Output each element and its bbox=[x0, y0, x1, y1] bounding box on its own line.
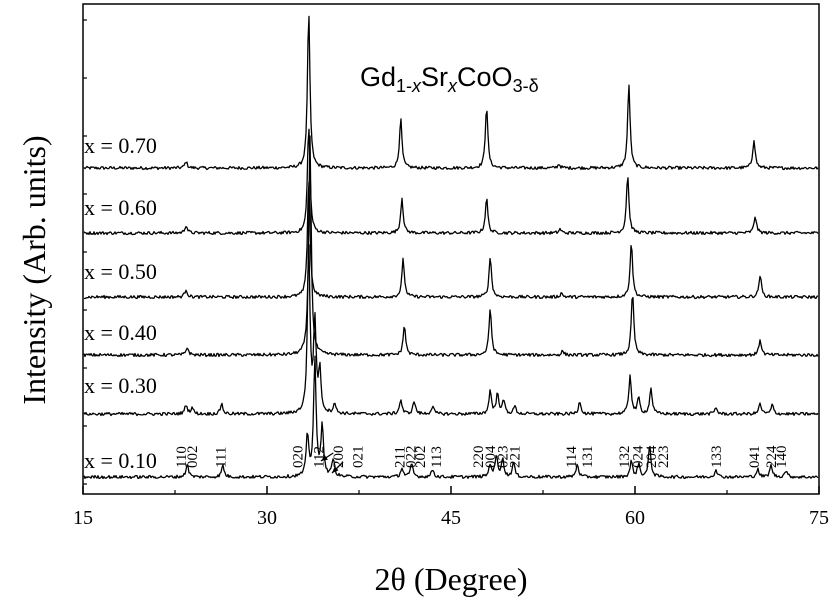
title-part: x bbox=[447, 76, 458, 96]
pattern-line bbox=[83, 244, 819, 417]
x-tick-label: 60 bbox=[625, 507, 645, 529]
miller-index-label: 113 bbox=[429, 446, 445, 468]
pattern-line bbox=[83, 15, 819, 171]
series-label: x = 0.60 bbox=[84, 195, 157, 220]
miller-index-label: 112 bbox=[311, 446, 327, 468]
y-axis-label: Intensity (Arb. units) bbox=[16, 135, 52, 404]
x-tick-label: 75 bbox=[809, 507, 829, 529]
miller-index-label: 022 bbox=[403, 446, 419, 469]
series-label: x = 0.30 bbox=[84, 373, 157, 398]
title-part: Gd bbox=[360, 62, 396, 92]
x-tick-label: 15 bbox=[73, 507, 93, 529]
title-part: x bbox=[411, 76, 422, 96]
index-arrowhead bbox=[332, 466, 339, 473]
miller-index-label: 200 bbox=[331, 446, 347, 469]
series-label: x = 0.10 bbox=[84, 448, 157, 473]
miller-index-label: 020 bbox=[291, 446, 307, 469]
x-tick-label: 45 bbox=[441, 507, 461, 529]
miller-index-label: 024 bbox=[630, 445, 646, 468]
title-part: 1- bbox=[396, 76, 412, 96]
miller-index-label: 221 bbox=[508, 446, 524, 469]
miller-index-label: 041 bbox=[747, 446, 763, 469]
miller-index-label: 133 bbox=[709, 446, 725, 469]
miller-index-label: 110 bbox=[174, 446, 190, 468]
miller-index-label: 023 bbox=[495, 446, 511, 468]
miller-index-label: 131 bbox=[580, 446, 596, 469]
title-part: CoO bbox=[457, 62, 513, 92]
series-label: x = 0.70 bbox=[84, 133, 157, 158]
miller-index-label: 220 bbox=[471, 446, 487, 469]
miller-index-label: 202 bbox=[413, 446, 429, 469]
pattern-line bbox=[83, 135, 819, 358]
miller-index-label: 204 bbox=[644, 445, 660, 468]
x-axis-label: 2θ (Degree) bbox=[374, 561, 527, 597]
title-part: 3-δ bbox=[513, 76, 539, 96]
miller-index-label: 224 bbox=[764, 445, 780, 468]
miller-index-label: 211 bbox=[392, 446, 408, 468]
chart-title: Gd1-xSrxCoO3-δ bbox=[360, 62, 539, 96]
title-part: Sr bbox=[421, 62, 448, 92]
miller-index-label: 021 bbox=[351, 446, 367, 469]
x-tick-label: 30 bbox=[257, 507, 277, 529]
miller-index-label: 002 bbox=[185, 446, 201, 469]
pattern-line bbox=[83, 355, 819, 480]
series-label: x = 0.40 bbox=[84, 320, 157, 345]
miller-index-label: 004 bbox=[483, 445, 499, 468]
pattern-line bbox=[84, 181, 819, 300]
miller-index-label: 111 bbox=[213, 447, 229, 468]
series-label: x = 0.50 bbox=[84, 259, 157, 284]
axis-ticks: 15 30 45 60 75 bbox=[73, 19, 829, 529]
miller-index-label: 114 bbox=[564, 446, 580, 468]
miller-index-label: 140 bbox=[774, 446, 790, 469]
pattern-line bbox=[83, 128, 819, 236]
miller-index-label: 223 bbox=[656, 446, 672, 469]
index-arrowhead bbox=[320, 455, 328, 461]
series-group: x = 0.70 x = 0.60 x = 0.50 x = 0.40 x = 0.30… bbox=[83, 15, 819, 480]
miller-index-label: 132 bbox=[617, 446, 633, 469]
